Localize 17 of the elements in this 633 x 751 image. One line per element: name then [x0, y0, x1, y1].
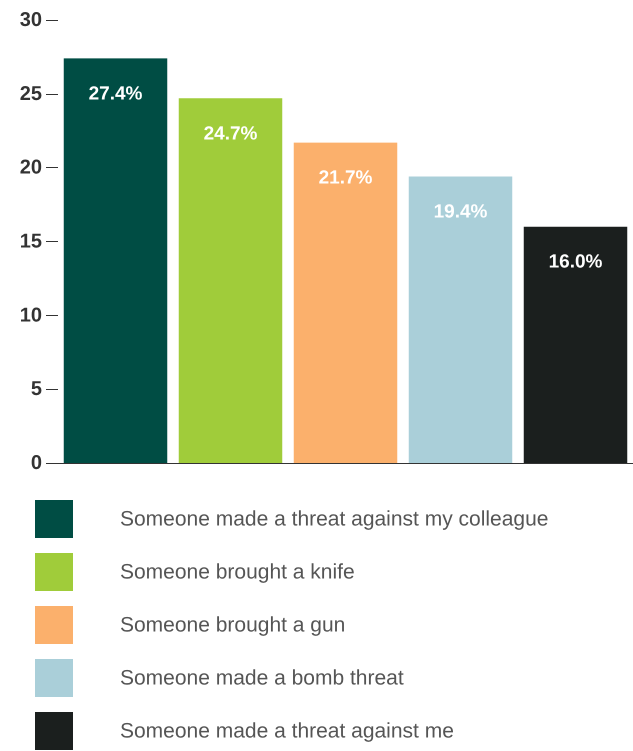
y-tick-label: 10 — [20, 304, 42, 326]
y-tick-label: 15 — [20, 230, 42, 252]
y-tick-label: 30 — [20, 9, 42, 31]
y-tick-label: 0 — [30, 452, 42, 474]
text: 16.0% — [548, 252, 602, 273]
text: 24.7% — [204, 123, 258, 144]
y-tick-label: 20 — [20, 156, 42, 179]
text: 27.4% — [88, 83, 142, 104]
text: 19.4% — [434, 202, 488, 223]
legend-label: Someone made a threat against my colleague — [120, 508, 548, 530]
legend-label: Someone brought a knife — [120, 560, 355, 584]
legend-label: Someone made a threat against me — [120, 720, 454, 742]
legend-label: Someone made a bomb threat — [120, 666, 404, 690]
y-tick-label: 25 — [20, 82, 42, 105]
legend-label: Someone brought a gun — [120, 614, 346, 636]
text: 21.7% — [318, 168, 372, 189]
y-tick-label: 5 — [30, 378, 42, 400]
